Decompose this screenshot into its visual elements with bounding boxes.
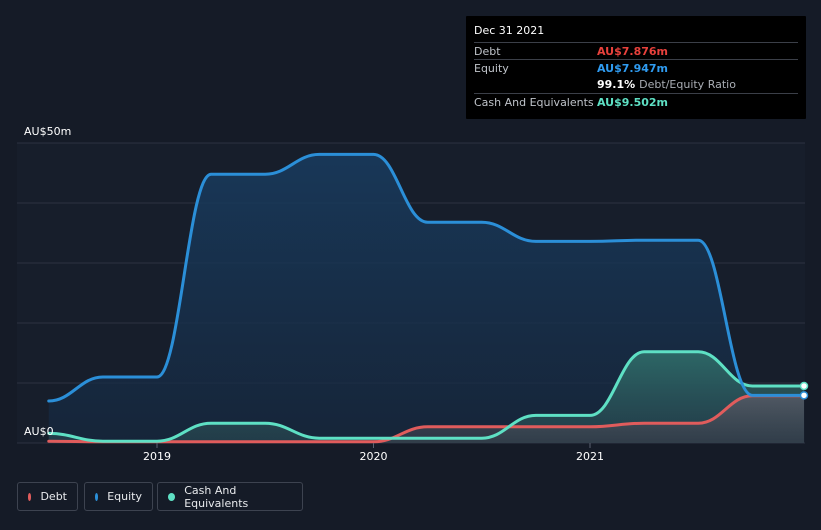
cash-area bbox=[48, 351, 804, 443]
tooltip-row-debt: Debt AU$7.876m bbox=[474, 42, 798, 59]
legend-item-equity[interactable]: Equity bbox=[84, 482, 153, 511]
series-areas bbox=[48, 154, 804, 443]
y-axis-top-label: AU$50m bbox=[24, 125, 71, 138]
equity-end-marker bbox=[799, 391, 809, 400]
tooltip-ratio-value: 99.1% bbox=[597, 78, 636, 91]
legend-equity-dot bbox=[95, 492, 99, 501]
debt-line bbox=[47, 394, 806, 444]
end-markers bbox=[799, 381, 809, 400]
legend-equity-label: Equity bbox=[107, 490, 142, 503]
legend-debt-label: Debt bbox=[40, 490, 67, 503]
legend-debt-dot bbox=[28, 492, 32, 501]
debt-area bbox=[48, 395, 804, 443]
tooltip-ratio-label: Debt/Equity Ratio bbox=[639, 78, 736, 91]
legend-item-debt[interactable]: Debt bbox=[17, 482, 78, 511]
tooltip-cash-label: Cash And Equivalents bbox=[474, 95, 594, 109]
tooltip-row-ratio: 99.1% Debt/Equity Ratio bbox=[474, 76, 798, 93]
tooltip-debt-value: AU$7.876m bbox=[597, 44, 669, 58]
tooltip-row-cash: Cash And Equivalents AU$9.502m bbox=[474, 93, 798, 110]
tooltip-equity-label: Equity bbox=[474, 61, 509, 75]
x-axis-ticks: 2019 2020 2021 bbox=[143, 443, 604, 463]
tooltip-debt-label: Debt bbox=[474, 44, 501, 58]
equity-area bbox=[48, 154, 804, 443]
cash-line bbox=[47, 350, 806, 443]
legend-cash-dot bbox=[168, 492, 176, 501]
series-lines bbox=[47, 152, 806, 444]
tooltip-row-equity: Equity AU$7.947m bbox=[474, 59, 798, 76]
x-tick-label-2021: 2021 bbox=[576, 450, 604, 463]
tooltip-panel: Dec 31 2021 Debt AU$7.876m Equity AU$7.9… bbox=[466, 16, 806, 119]
tooltip-equity-value: AU$7.947m bbox=[597, 61, 669, 75]
equity-line bbox=[47, 152, 806, 403]
legend-cash-label: Cash And Equivalents bbox=[184, 483, 249, 510]
tooltip-date: Dec 31 2021 bbox=[474, 24, 545, 37]
x-tick-label-2020: 2020 bbox=[360, 450, 388, 463]
tooltip-cash-value: AU$9.502m bbox=[597, 95, 669, 109]
y-axis-bottom-label: AU$0 bbox=[24, 425, 54, 438]
cash-end-marker bbox=[799, 381, 809, 391]
x-tick-label-2019: 2019 bbox=[143, 450, 171, 463]
legend-item-cash[interactable]: Cash And Equivalents bbox=[157, 482, 303, 511]
